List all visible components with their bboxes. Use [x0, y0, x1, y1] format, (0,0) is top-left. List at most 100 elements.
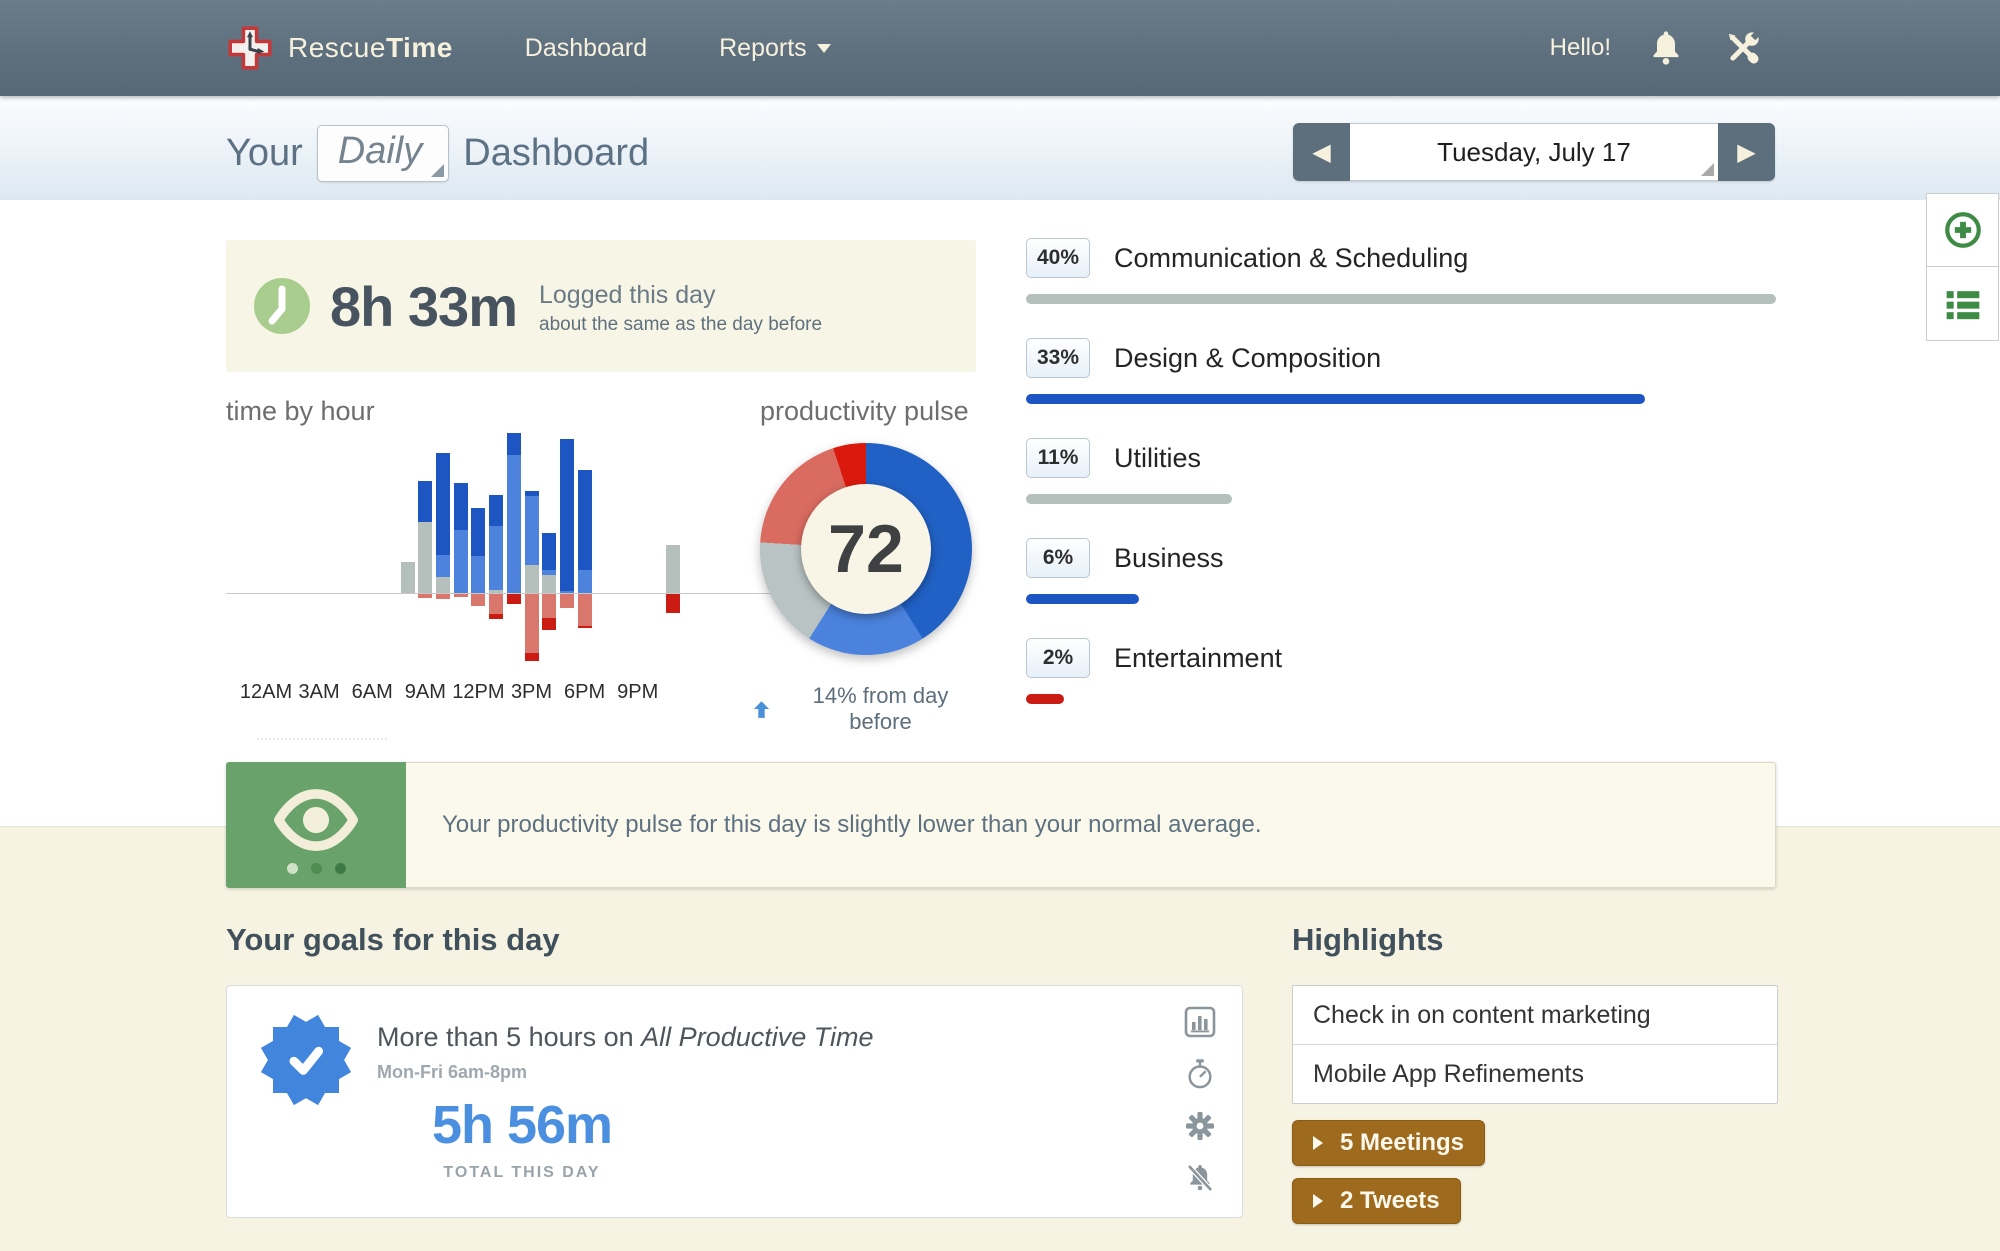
page-title-prefix: Your: [226, 131, 303, 174]
gear-icon[interactable]: [1184, 1110, 1216, 1142]
category-row: 40% Communication & Scheduling: [1026, 238, 1776, 304]
bar-segment-productive: [489, 526, 504, 590]
goal-total-time: 5h 56m: [431, 1095, 613, 1155]
bar-segment-very_distracting: [542, 618, 557, 630]
bar-segment-productive: [524, 496, 539, 565]
bar-segment-very_distracting: [577, 626, 592, 628]
hour-bar-below: [453, 594, 468, 597]
chart-footer-divider: [257, 738, 387, 740]
date-display-dropdown[interactable]: Tuesday, July 17: [1350, 123, 1718, 181]
x-axis-tick: 9PM: [617, 681, 659, 703]
bar-segment-very_productive: [506, 433, 521, 455]
category-row-head: 6% Business: [1026, 538, 1776, 578]
hour-bar-above: [418, 481, 433, 593]
meetings-button[interactable]: 5 Meetings: [1292, 1120, 1486, 1166]
greeting-link[interactable]: Hello!: [1549, 34, 1611, 61]
add-item-button[interactable]: [1926, 193, 1999, 267]
nav-link-reports[interactable]: Reports: [719, 34, 831, 63]
eye-icon: [272, 787, 360, 853]
hour-bar-below: [471, 594, 486, 606]
logged-time-panel: 8h 33m Logged this day about the same as…: [226, 240, 976, 372]
pulse-score-value: 72: [828, 511, 904, 587]
bar-segment-very_distracting: [666, 594, 681, 613]
pulse-score-circle: 72: [801, 484, 931, 614]
category-row: 33% Design & Composition: [1026, 338, 1776, 404]
bar-segment-distracting: [436, 594, 450, 599]
side-tools-panel: [1926, 193, 2000, 341]
carousel-dot-active[interactable]: [286, 863, 298, 874]
bar-segment-productive: [471, 556, 486, 593]
settings-tools-icon[interactable]: [1721, 27, 1765, 69]
bar-segment-distracting: [489, 594, 504, 614]
highlight-item[interactable]: Mobile App Refinements: [1293, 1044, 1777, 1103]
plus-circle-icon: [1942, 209, 1984, 251]
bar-segment-productive: [506, 455, 521, 593]
category-percent-badge: 33%: [1026, 338, 1091, 378]
rescuetime-logo[interactable]: RescueTime: [226, 24, 453, 72]
x-axis-tick: 3PM: [510, 681, 553, 703]
category-usage-bar: [1026, 394, 1645, 404]
banner-message: Your productivity pulse for this day is …: [406, 762, 1776, 888]
carousel-dot[interactable]: [334, 863, 346, 874]
carousel-dot[interactable]: [310, 863, 322, 874]
category-label[interactable]: Utilities: [1114, 442, 1202, 473]
bar-segment-very_productive: [436, 453, 450, 555]
bar-segment-neutral: [400, 562, 415, 593]
bar-segment-neutral: [418, 522, 433, 593]
previous-day-button[interactable]: ◀: [1293, 123, 1350, 181]
notifications-bell-icon[interactable]: [1649, 30, 1683, 66]
banner-visual: [226, 762, 406, 888]
category-label[interactable]: Entertainment: [1114, 642, 1283, 673]
list-view-button[interactable]: [1926, 267, 1999, 341]
dropdown-corner-triangle-icon: [1701, 163, 1714, 176]
bar-segment-productive: [453, 530, 468, 593]
category-usage-bar: [1026, 294, 1776, 304]
category-percent-badge: 11%: [1026, 438, 1090, 478]
page-title: Your Daily Dashboard: [226, 122, 649, 184]
bar-segment-neutral: [666, 545, 681, 593]
x-axis-line: [226, 593, 782, 594]
tweets-button[interactable]: 2 Tweets: [1292, 1178, 1461, 1224]
bar-segment-productive: [577, 570, 592, 593]
hourly-chart-plot: 12AM 3AM 6AM 9AM 12PM 3PM 6PM 9PM: [226, 430, 786, 730]
bar-segment-very_productive: [577, 470, 592, 570]
logged-comparison: about the same as the day before: [539, 313, 823, 335]
bar-segment-neutral: [436, 577, 450, 593]
pulse-chart-title: productivity pulse: [760, 396, 969, 426]
goals-heading: Your goals for this day: [226, 922, 560, 957]
bar-segment-very_productive: [453, 483, 468, 530]
hour-bar-above: [400, 562, 415, 593]
play-triangle-icon: [1313, 1194, 1330, 1208]
x-axis-tick: 6AM: [351, 681, 393, 703]
logo-cross-clock-icon: [226, 24, 288, 72]
highlight-item[interactable]: Check in on content marketing: [1313, 1000, 1651, 1029]
hour-bar-above: [542, 533, 557, 593]
up-arrow-icon: [752, 700, 771, 719]
bar-segment-distracting: [559, 594, 574, 608]
category-label[interactable]: Design & Composition: [1114, 342, 1382, 373]
bar-segment-very_distracting: [524, 653, 539, 661]
goal-report-chart-icon[interactable]: [1184, 1006, 1216, 1038]
bar-segment-very_productive: [418, 481, 433, 522]
bar-segment-very_productive: [542, 533, 557, 570]
bar-segment-productive: [559, 591, 574, 593]
stopwatch-icon[interactable]: [1184, 1058, 1216, 1090]
period-selector[interactable]: Daily: [316, 124, 450, 182]
bar-segment-very_productive: [489, 495, 504, 526]
category-label[interactable]: Communication & Scheduling: [1114, 242, 1469, 273]
goal-title: More than 5 hours on All Productive Time: [377, 1022, 874, 1052]
bar-segment-distracting: [542, 594, 557, 618]
category-label[interactable]: Business: [1114, 542, 1224, 573]
notifications-muted-bell-icon[interactable]: [1184, 1162, 1216, 1194]
bar-segment-neutral: [489, 590, 504, 593]
hour-bar-above: [559, 439, 574, 593]
arrow-left-icon: ◀: [1312, 138, 1331, 166]
productivity-pulse-donut: 72: [760, 443, 972, 655]
bar-segment-very_productive: [559, 439, 574, 591]
hour-bar-above: [471, 508, 486, 593]
category-usage-bar: [1026, 694, 1064, 704]
insight-banner: Your productivity pulse for this day is …: [226, 762, 1776, 888]
next-day-button[interactable]: ▶: [1718, 123, 1775, 181]
hour-bar-above: [489, 495, 504, 593]
nav-link-dashboard[interactable]: Dashboard: [524, 33, 648, 62]
